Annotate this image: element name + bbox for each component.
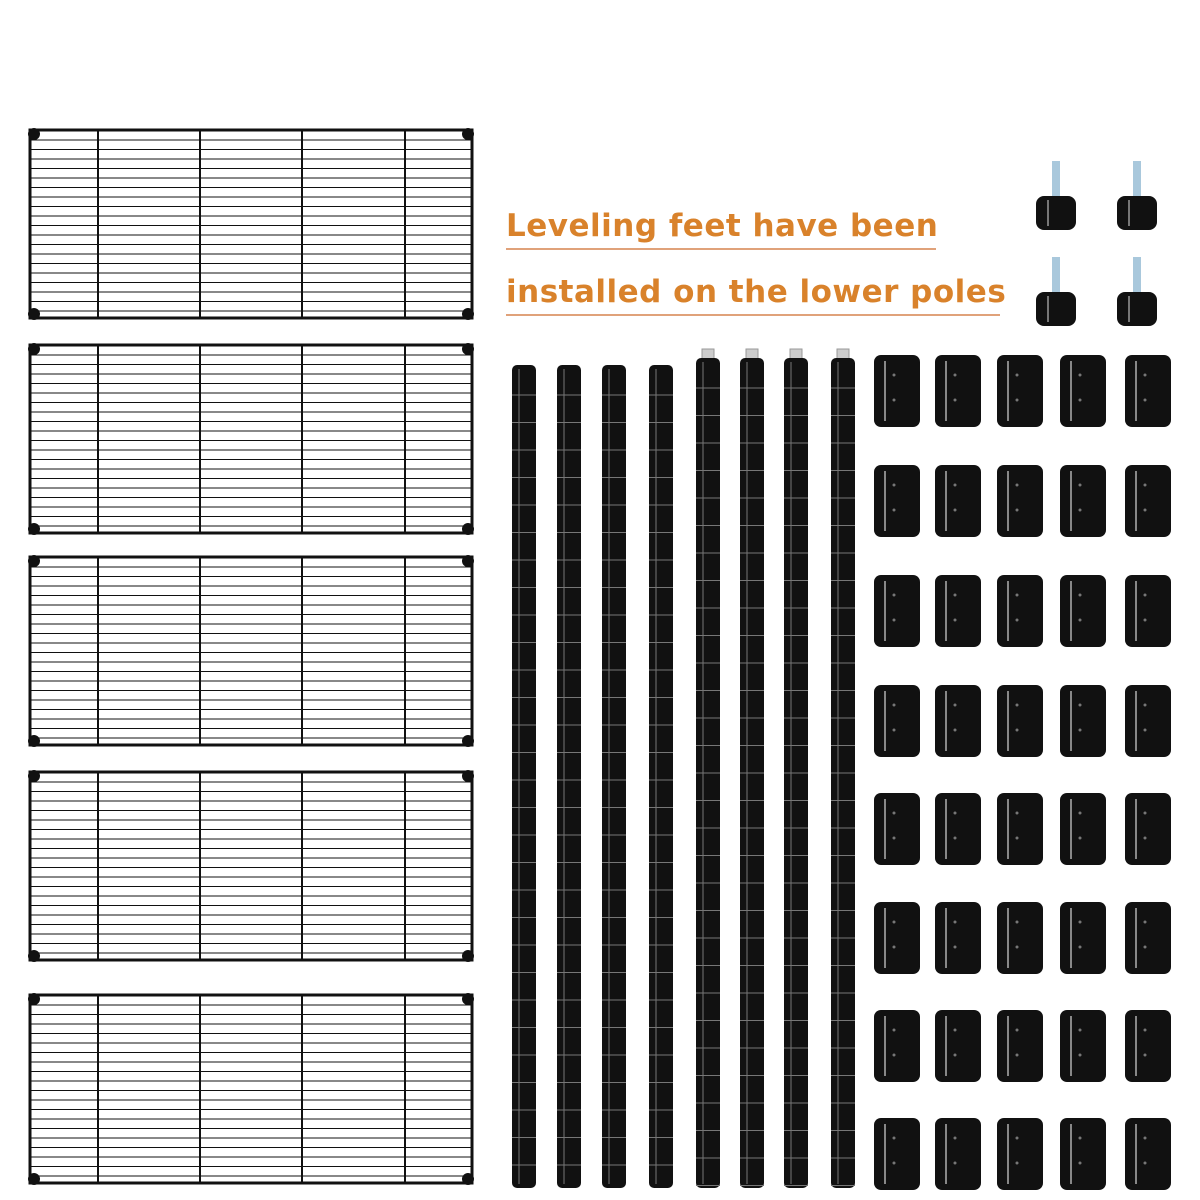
sleeve-clip-icon xyxy=(935,902,981,974)
shelf-pole-icon xyxy=(512,365,536,1188)
caption-line-1: Leveling feet have been xyxy=(506,208,938,250)
sleeve-clip-icon xyxy=(935,1118,981,1190)
leveling-foot-icon xyxy=(1117,161,1157,230)
wire-shelf-icon xyxy=(28,128,474,320)
sleeve-clip-icon xyxy=(935,685,981,757)
sleeve-clip-icon xyxy=(874,575,920,647)
sleeve-clip-icon xyxy=(1060,793,1106,865)
sleeve-clip-icon xyxy=(1060,355,1106,427)
sleeve-clip-icon xyxy=(935,1010,981,1082)
sleeve-clip-icon xyxy=(1125,793,1171,865)
sleeve-clip-icon xyxy=(935,575,981,647)
sleeve-clip-icon xyxy=(935,355,981,427)
sleeve-clip-icon xyxy=(997,1010,1043,1082)
wire-shelf-icon xyxy=(28,770,474,962)
wire-shelf-icon xyxy=(28,343,474,535)
sleeve-clip-icon xyxy=(1060,575,1106,647)
sleeve-clip-icon xyxy=(874,355,920,427)
sleeve-clip-icon xyxy=(997,465,1043,537)
sleeve-clip-icon xyxy=(935,793,981,865)
sleeve-clip-icon xyxy=(997,685,1043,757)
sleeve-clip-icon xyxy=(997,902,1043,974)
sleeve-clip-icon xyxy=(1125,575,1171,647)
sleeve-clip-icon xyxy=(874,685,920,757)
sleeve-clip-icon xyxy=(1060,465,1106,537)
leveling-foot-icon xyxy=(1036,257,1076,326)
sleeve-clip-icon xyxy=(1125,1010,1171,1082)
sleeve-clip-icon xyxy=(997,1118,1043,1190)
sleeve-clip-icon xyxy=(1125,355,1171,427)
sleeve-clip-icon xyxy=(1125,685,1171,757)
shelf-pole-icon xyxy=(602,365,626,1188)
sleeve-clip-icon xyxy=(874,1118,920,1190)
sleeve-clip-icon xyxy=(1125,465,1171,537)
sleeve-clip-icon xyxy=(1060,902,1106,974)
wire-shelf-icon xyxy=(28,555,474,747)
shelf-pole-icon xyxy=(696,348,720,1188)
shelf-pole-icon xyxy=(557,365,581,1188)
shelf-pole-icon xyxy=(831,348,855,1188)
sleeve-clip-icon xyxy=(874,465,920,537)
sleeve-clip-icon xyxy=(997,355,1043,427)
shelf-pole-icon xyxy=(649,365,673,1188)
sleeve-clip-icon xyxy=(935,465,981,537)
leveling-foot-icon xyxy=(1036,161,1076,230)
sleeve-clip-icon xyxy=(874,1010,920,1082)
sleeve-clip-icon xyxy=(997,793,1043,865)
sleeve-clip-icon xyxy=(997,575,1043,647)
wire-shelf-icon xyxy=(28,993,474,1185)
sleeve-clip-icon xyxy=(1060,685,1106,757)
sleeve-clip-icon xyxy=(1125,1118,1171,1190)
sleeve-clip-icon xyxy=(1125,902,1171,974)
shelf-pole-icon xyxy=(740,348,764,1188)
leveling-foot-icon xyxy=(1117,257,1157,326)
sleeve-clip-icon xyxy=(1060,1010,1106,1082)
sleeve-clip-icon xyxy=(1060,1118,1106,1190)
sleeve-clip-icon xyxy=(874,902,920,974)
sleeve-clip-icon xyxy=(874,793,920,865)
shelf-pole-icon xyxy=(784,348,808,1188)
caption-line-2: installed on the lower poles xyxy=(506,274,1006,316)
